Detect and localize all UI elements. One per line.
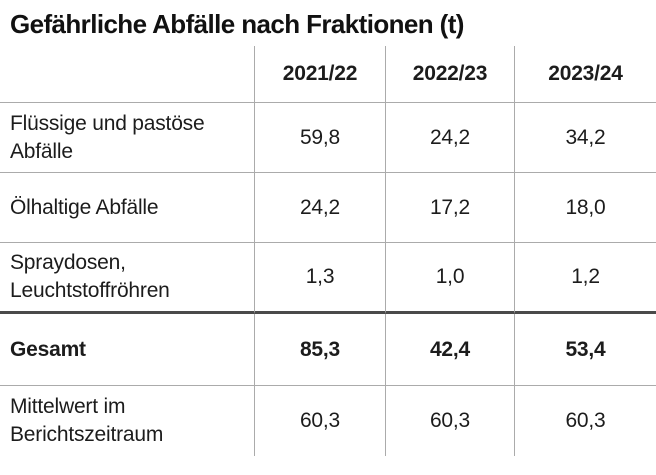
- cell-value: 24,2: [386, 103, 515, 173]
- header-spacer-cell: [0, 46, 255, 103]
- hazardous-waste-report-page: Gefährliche Abfälle nach Fraktionen (t) …: [0, 9, 656, 475]
- cell-value: 1,0: [386, 243, 515, 314]
- cell-value: 34,2: [515, 103, 656, 173]
- cell-value: 60,3: [255, 386, 386, 456]
- cell-value: 60,3: [386, 386, 515, 456]
- cell-value-total: 53,4: [515, 314, 656, 386]
- cell-value: 1,2: [515, 243, 656, 314]
- column-header-2021-22: 2021/22: [255, 46, 386, 103]
- waste-fractions-table: 2021/22 2022/23 2023/24 Flüssige und pas…: [0, 46, 656, 456]
- cell-value-total: 85,3: [255, 314, 386, 386]
- row-label-mittelwert: Mittelwert im Berichtszeitraum: [0, 386, 255, 456]
- cell-value: 60,3: [515, 386, 656, 456]
- cell-value: 17,2: [386, 173, 515, 243]
- row-label-fluessige-pastoese: Flüssige und pastöse Abfälle: [0, 103, 255, 173]
- cell-value: 18,0: [515, 173, 656, 243]
- page-title: Gefährliche Abfälle nach Fraktionen (t): [10, 9, 464, 39]
- row-label-spraydosen: Spraydosen, Leuchtstoffröhren: [0, 243, 255, 314]
- row-label-oelhaltige: Ölhaltige Abfälle: [0, 173, 255, 243]
- cell-value: 1,3: [255, 243, 386, 314]
- cell-value-total: 42,4: [386, 314, 515, 386]
- column-header-2022-23: 2022/23: [386, 46, 515, 103]
- column-header-2023-24: 2023/24: [515, 46, 656, 103]
- cell-value: 24,2: [255, 173, 386, 243]
- cell-value: 59,8: [255, 103, 386, 173]
- row-label-gesamt: Gesamt: [0, 314, 255, 386]
